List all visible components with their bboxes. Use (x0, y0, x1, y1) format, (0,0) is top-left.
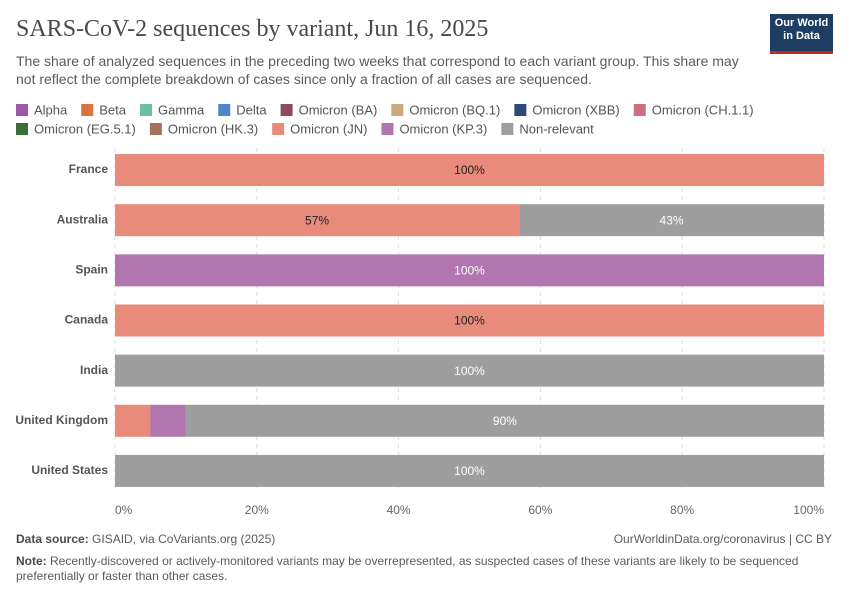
legend-swatch (218, 104, 231, 116)
legend-swatch (501, 123, 514, 135)
legend-label: Non-relevant (519, 121, 594, 136)
bar-segment (115, 204, 520, 237)
legend-swatch (633, 104, 646, 116)
legend-label: Omicron (XBB) (532, 102, 619, 117)
data-label: 100% (454, 163, 485, 177)
data-label: 100% (454, 464, 485, 478)
x-tick-label: 80% (670, 503, 694, 517)
url[interactable]: OurWorldinData.org/coronavirus | CC BY (613, 532, 832, 546)
note-text: Recently-discovered or actively-monitore… (16, 554, 799, 583)
bar-segment (115, 404, 151, 437)
x-tick-label: 100% (793, 503, 824, 517)
sources-text: GISAID, via CoVariants.org (2025) (92, 532, 276, 546)
data-label: 43% (660, 213, 684, 227)
data-label: 100% (454, 314, 485, 328)
x-tick-label: 60% (528, 503, 552, 517)
data-label: 100% (454, 364, 485, 378)
bar-segment (115, 304, 824, 337)
y-tick-label: United States (31, 463, 108, 477)
data-label: 100% (454, 264, 485, 278)
y-tick-label: Canada (65, 313, 109, 327)
legend-label: Omicron (BQ.1) (409, 102, 500, 117)
bar-segment (115, 154, 824, 187)
y-tick-label: India (80, 363, 108, 377)
legend-label: Omicron (JN) (290, 121, 367, 136)
legend-label: Omicron (EG.5.1) (34, 121, 136, 136)
legend-label: Omicron (HK.3) (168, 121, 258, 136)
legend-label: Gamma (158, 102, 205, 117)
y-tick-label: France (69, 162, 109, 176)
legend-label: Alpha (34, 102, 68, 117)
legend-label: Omicron (BA) (299, 102, 378, 117)
sources-label: Data source: (16, 532, 89, 546)
legend-swatch (16, 123, 28, 135)
bar-segment (185, 404, 824, 437)
legend-label: Delta (236, 102, 267, 117)
legend-swatch (280, 104, 293, 116)
bar-segment (519, 204, 824, 237)
legend-swatch (391, 104, 404, 116)
bar-segment (115, 254, 824, 287)
y-tick-label: Australia (57, 212, 109, 226)
legend-swatch (140, 104, 152, 116)
legend-label: Omicron (KP.3) (399, 121, 487, 136)
bar-segment (115, 354, 824, 387)
sources: Data source: GISAID, via CoVariants.org … (16, 532, 275, 546)
note-label: Note: (16, 554, 47, 568)
legend-label: Omicron (CH.1.1) (652, 102, 754, 117)
bar-segment (150, 404, 186, 437)
logo[interactable]: Our World in Data (770, 14, 833, 54)
x-tick-label: 0% (115, 503, 133, 517)
note: Note: Recently-discovered or actively-mo… (16, 554, 806, 584)
legend-swatch (381, 123, 394, 135)
chart-subtitle: The share of analyzed sequences in the p… (16, 53, 739, 87)
data-label: 57% (305, 213, 329, 227)
legend-swatch (16, 104, 28, 116)
chart-title: SARS-CoV-2 sequences by variant, Jun 16,… (16, 16, 489, 42)
legend-swatch (514, 104, 527, 116)
y-tick-label: United Kingdom (15, 413, 108, 427)
y-tick-label: Spain (75, 263, 108, 277)
legend-swatch (149, 123, 162, 135)
x-tick-label: 20% (245, 503, 269, 517)
data-label: 90% (493, 414, 517, 428)
legend-swatch (81, 104, 94, 116)
legend-swatch (272, 123, 285, 135)
logo-text: Our World in Data (774, 17, 829, 42)
bar-segment (115, 454, 824, 487)
legend-label: Beta (99, 102, 127, 117)
x-tick-label: 40% (387, 503, 411, 517)
